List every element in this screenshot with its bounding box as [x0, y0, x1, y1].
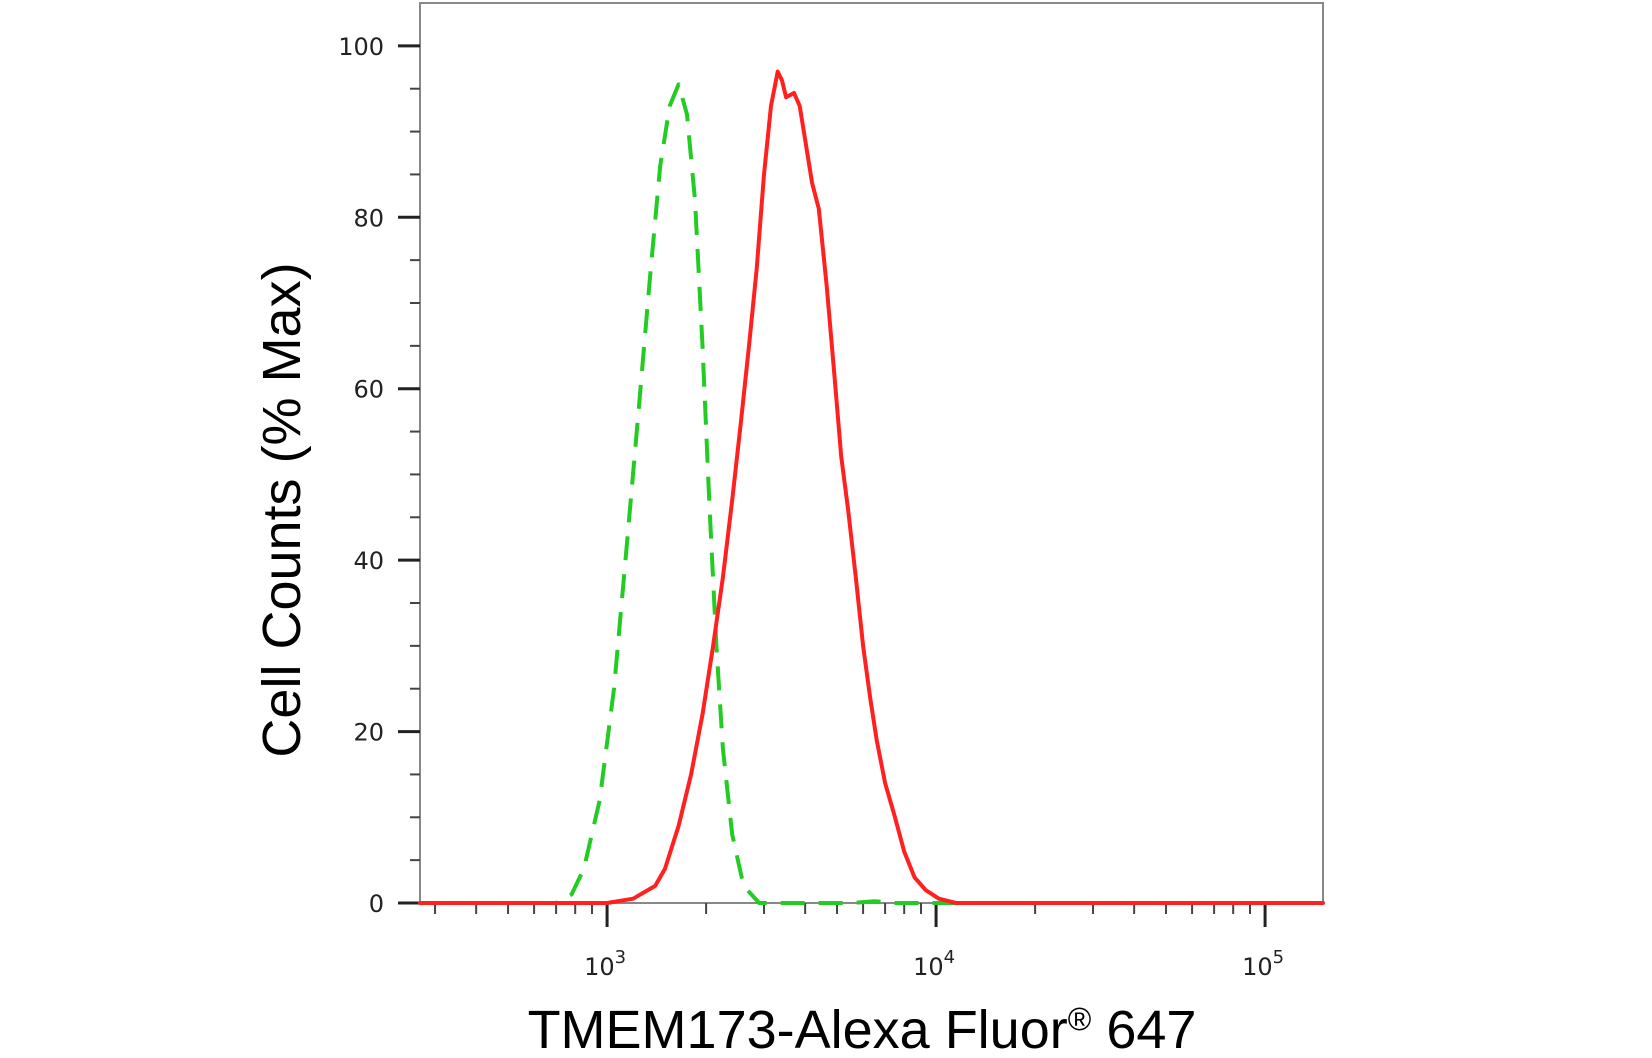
x-axis-title: TMEM173-Alexa Fluor® 647 — [528, 1000, 1197, 1058]
y-tick-label: 20 — [353, 719, 384, 747]
isotype-control-dashed-line — [420, 82, 1323, 905]
series-layer — [418, 69, 1325, 905]
y-tick-label: 100 — [338, 33, 384, 61]
x-tick-label: 104 — [913, 947, 955, 981]
y-tick-label: 40 — [353, 547, 384, 575]
y-tick-label: 80 — [353, 204, 384, 232]
tmem173-stained-solid-line — [418, 69, 1325, 905]
y-tick-label: 60 — [353, 376, 384, 404]
plot-frame — [419, 2, 1324, 904]
x-tick-label: 105 — [1242, 947, 1284, 981]
x-tick-label: 103 — [584, 947, 626, 981]
y-axis: 0 20 40 60 80 100 — [338, 33, 420, 918]
x-axis: 103 104 105 — [584, 903, 1284, 981]
y-axis-title: Cell Counts (% Max) — [252, 262, 312, 757]
y-tick-label: 0 — [369, 890, 384, 918]
minor-ticks — [410, 87, 1252, 914]
